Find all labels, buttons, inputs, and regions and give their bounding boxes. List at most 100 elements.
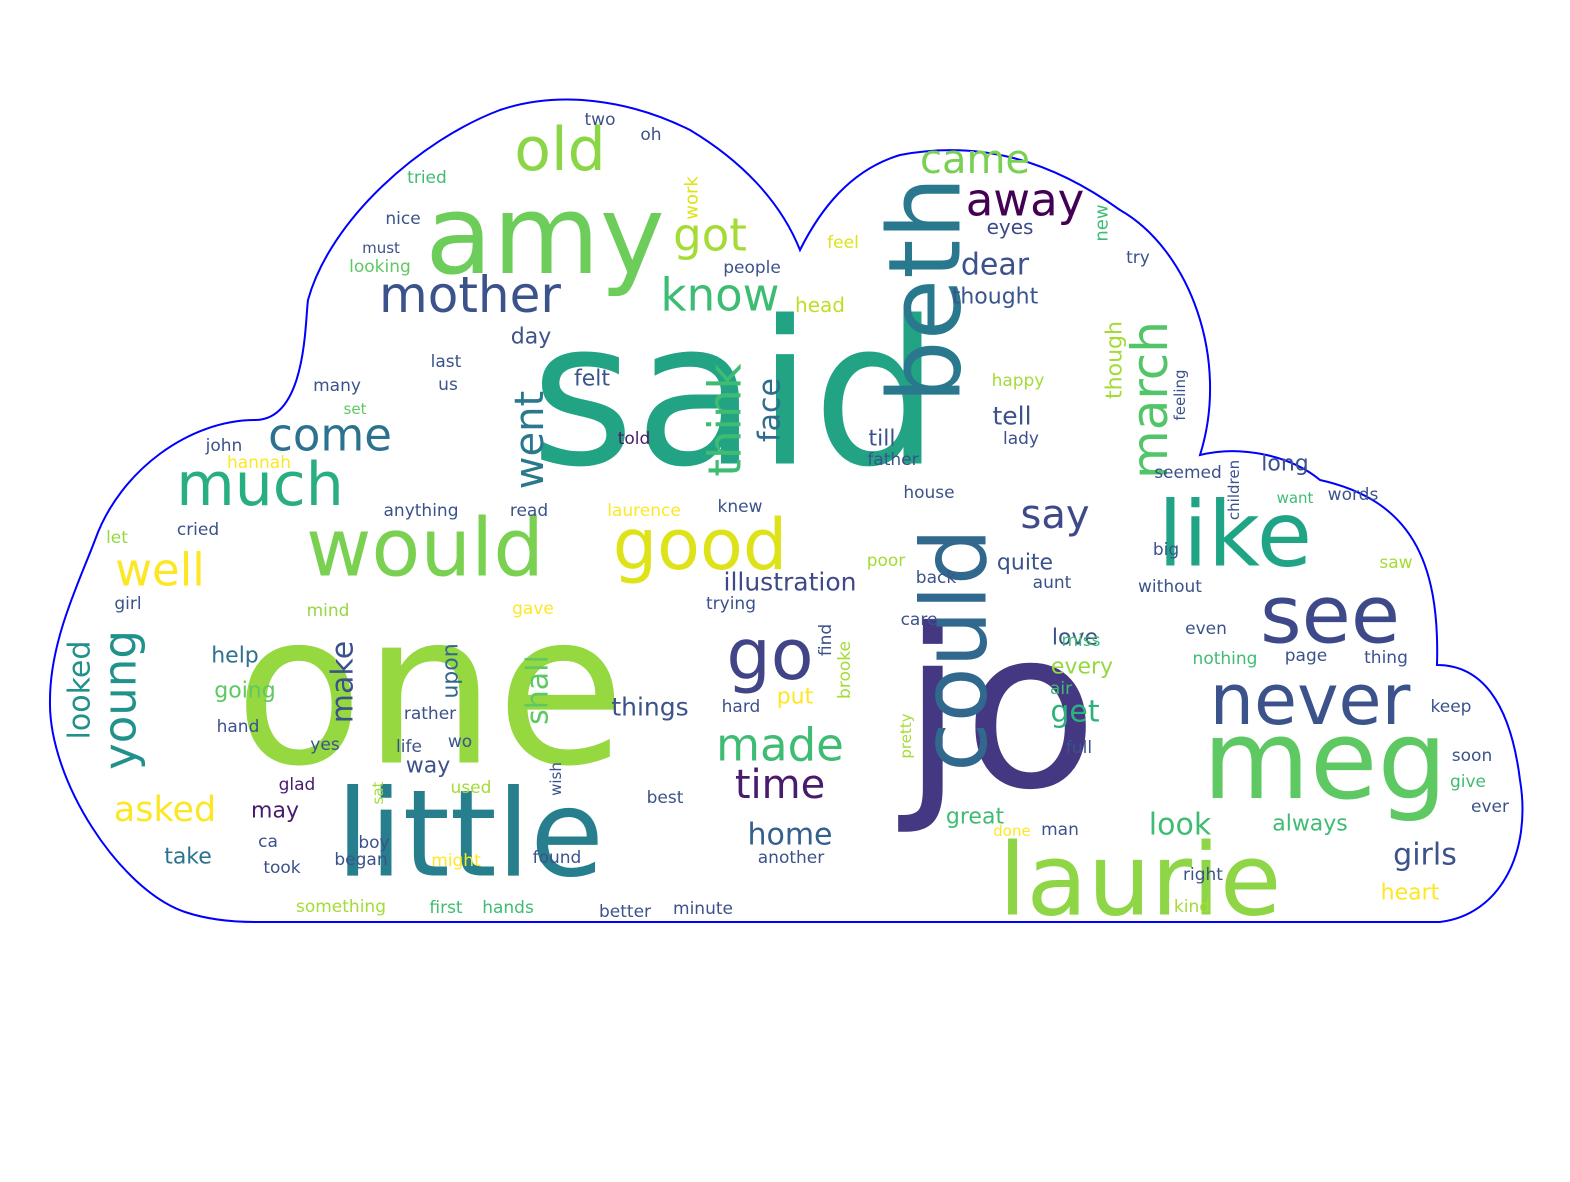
- word-trying: trying: [706, 594, 756, 614]
- word-girl: girl: [114, 594, 141, 614]
- word-nothing: nothing: [1193, 649, 1258, 669]
- word-something: something: [296, 897, 386, 917]
- word-much: much: [176, 450, 344, 520]
- word-head: head: [795, 293, 845, 317]
- word-miss: miss: [1062, 631, 1101, 651]
- word-mind: mind: [307, 601, 350, 621]
- word-look: look: [1149, 808, 1212, 843]
- word-two: two: [585, 110, 616, 130]
- word-came: came: [920, 137, 1030, 183]
- word-take: take: [164, 845, 212, 870]
- word-went: went: [507, 391, 553, 489]
- word-page: page: [1285, 646, 1327, 666]
- word-go: go: [726, 614, 813, 696]
- word-began: began: [334, 850, 387, 870]
- word-man: man: [1041, 820, 1079, 840]
- word-gave: gave: [512, 599, 554, 619]
- word-way: way: [406, 754, 451, 779]
- word-new: new: [1092, 204, 1113, 241]
- word-saw: saw: [1379, 553, 1412, 573]
- word-boy: boy: [358, 833, 389, 853]
- word-thought: thought: [952, 285, 1039, 310]
- word-dear: dear: [961, 248, 1030, 283]
- word-keep: keep: [1431, 697, 1472, 717]
- word-hannah: hannah: [227, 453, 291, 473]
- word-told: told: [618, 429, 651, 449]
- word-ever: ever: [1471, 797, 1509, 817]
- word-pretty: pretty: [897, 713, 915, 758]
- word-away: away: [966, 174, 1085, 227]
- word-done: done: [993, 822, 1030, 840]
- word-feel: feel: [827, 233, 859, 253]
- word-work: work: [682, 176, 703, 220]
- word-kind: kind: [1174, 897, 1210, 917]
- word-anything: anything: [384, 501, 459, 521]
- word-great: great: [946, 805, 1005, 830]
- word-full: full: [1066, 738, 1092, 758]
- word-hand: hand: [217, 717, 260, 737]
- word-nice: nice: [385, 209, 420, 229]
- word-little: little: [336, 766, 604, 905]
- word-glad: glad: [279, 775, 316, 795]
- word-mother: mother: [379, 266, 561, 324]
- word-one: one: [235, 568, 626, 813]
- word-us: us: [438, 375, 458, 395]
- word-going: going: [214, 679, 275, 704]
- word-thing: thing: [1364, 648, 1408, 668]
- word-used: used: [451, 778, 492, 798]
- word-feeling: feeling: [1171, 369, 1189, 420]
- word-let: let: [106, 528, 128, 548]
- word-put: put: [777, 685, 814, 710]
- word-upon: upon: [439, 643, 464, 698]
- word-say: say: [1020, 492, 1089, 538]
- word-took: took: [263, 858, 300, 878]
- word-seemed: seemed: [1154, 463, 1222, 483]
- word-another: another: [758, 848, 824, 868]
- word-heart: heart: [1381, 881, 1440, 906]
- word-big: big: [1153, 540, 1179, 560]
- word-never: never: [1210, 659, 1411, 741]
- word-got: got: [673, 209, 747, 262]
- word-knew: knew: [718, 497, 763, 517]
- word-could: could: [903, 528, 1008, 772]
- word-home: home: [747, 818, 832, 853]
- word-found: found: [533, 848, 582, 868]
- word-tell: tell: [992, 402, 1031, 431]
- word-father: father: [867, 450, 918, 470]
- word-lady: lady: [1003, 429, 1039, 449]
- word-made: made: [716, 719, 844, 772]
- word-children: children: [1225, 460, 1243, 520]
- word-always: always: [1272, 812, 1348, 837]
- word-till: till: [869, 427, 896, 452]
- word-day: day: [511, 325, 551, 350]
- word-first: first: [429, 898, 463, 918]
- word-try: try: [1126, 248, 1150, 268]
- word-find: find: [816, 624, 836, 656]
- word-last: last: [431, 352, 462, 372]
- word-brooke: brooke: [835, 641, 855, 699]
- word-beth: beth: [867, 176, 984, 404]
- word-many: many: [313, 376, 361, 396]
- word-tried: tried: [407, 168, 447, 188]
- word-hands: hands: [482, 898, 534, 918]
- word-know: know: [661, 269, 780, 322]
- word-like: like: [1158, 483, 1312, 588]
- word-get: get: [1050, 695, 1100, 730]
- word-aunt: aunt: [1033, 573, 1072, 593]
- word-would: would: [306, 502, 544, 595]
- word-meg: meg: [1203, 696, 1448, 824]
- word-think: think: [699, 363, 752, 476]
- word-life: life: [396, 737, 422, 757]
- word-air: air: [1050, 679, 1072, 699]
- word-looking: looking: [349, 257, 411, 277]
- word-face: face: [753, 378, 788, 442]
- word-amy: amy: [425, 171, 665, 299]
- word-ca: ca: [258, 832, 278, 852]
- word-felt: felt: [574, 367, 610, 392]
- word-people: people: [723, 258, 781, 278]
- word-eyes: eyes: [987, 215, 1034, 239]
- word-best: best: [647, 788, 684, 808]
- word-read: read: [510, 501, 548, 521]
